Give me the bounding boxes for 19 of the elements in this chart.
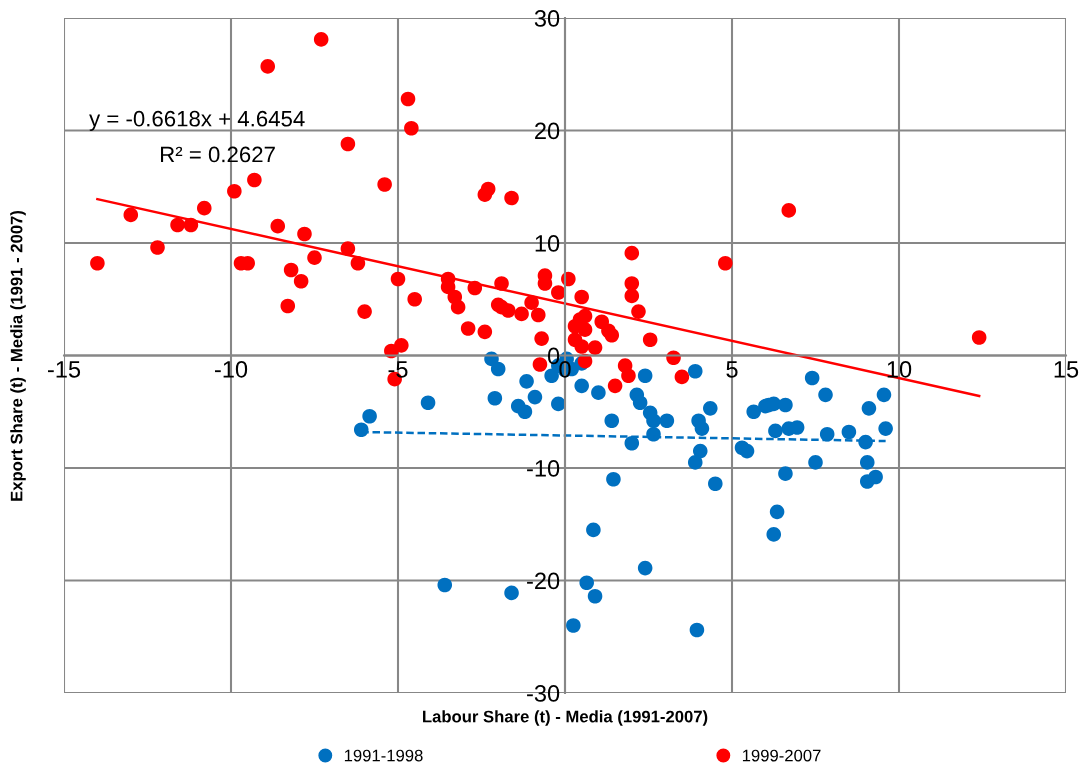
x-tick-label: -15 [47,361,81,378]
legend-label: 1999-2007 [742,749,821,762]
y-axis-title: Export Share (t) - Media (1991 - 2007) [10,210,26,501]
x-tick-label: 10 [887,360,912,378]
x-tick-label: 5 [726,361,738,378]
x-tick-label: 15 [1054,361,1079,378]
y-tick-label: 10 [535,235,560,252]
y-tick-label: -20 [527,572,560,590]
y-tick-label: 0 [547,347,560,365]
y-tick-label: -10 [527,460,560,477]
x-tick-label: -10 [214,360,248,378]
annotation: R² = 0.2627 [161,146,275,163]
y-tick-label: -30 [527,685,560,702]
y-tick-label: 30 [534,10,560,27]
y-tick-label: 20 [535,122,560,140]
annotation: y = -0.6618x + 4.6454 [89,110,305,131]
legend-label: 1991-1998 [344,749,423,762]
x-tick-label: -5 [388,361,408,378]
x-axis-title: Labour Share (t) - Media (1991-2007) [423,710,708,726]
